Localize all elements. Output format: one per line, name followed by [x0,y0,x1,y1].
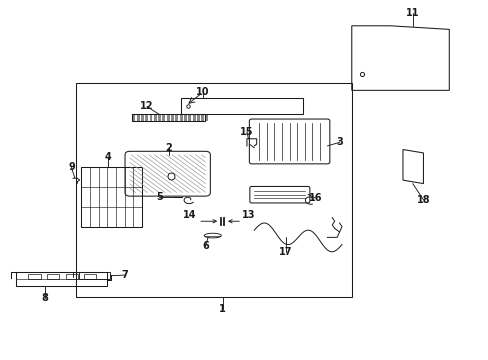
Bar [181,98,303,114]
Text: 1: 1 [219,304,225,314]
Bar [16,272,106,286]
Text: 9: 9 [68,162,75,172]
Polygon shape [154,114,157,121]
Polygon shape [183,114,186,121]
Text: 18: 18 [416,195,429,205]
Text: 4: 4 [104,152,111,162]
Polygon shape [132,114,135,121]
Text: 6: 6 [202,241,208,251]
Polygon shape [171,114,174,121]
Text: 12: 12 [140,102,153,112]
Text: 3: 3 [336,138,342,147]
Bar [81,167,142,226]
Polygon shape [201,114,203,121]
Polygon shape [175,114,178,121]
Polygon shape [166,114,169,121]
Polygon shape [179,114,182,121]
Bar [28,274,41,279]
Bar [84,274,96,279]
Text: 5: 5 [156,192,162,202]
Polygon shape [141,114,143,121]
Text: 13: 13 [241,210,255,220]
Bar [65,274,78,279]
Polygon shape [188,114,191,121]
Bar [47,274,59,279]
Text: 17: 17 [279,247,292,257]
Text: 2: 2 [165,143,172,153]
Polygon shape [149,114,152,121]
Polygon shape [145,114,148,121]
Polygon shape [136,114,139,121]
Text: 10: 10 [196,87,209,97]
Bar [132,114,205,121]
Text: 7: 7 [122,270,128,280]
Polygon shape [158,114,161,121]
Text: 8: 8 [41,293,48,303]
Bar [79,272,110,279]
Polygon shape [197,114,200,121]
Polygon shape [205,114,208,121]
Polygon shape [162,114,165,121]
Text: 15: 15 [240,127,253,136]
Text: 11: 11 [405,8,419,18]
Text: 16: 16 [308,193,321,203]
Text: 14: 14 [183,210,196,220]
Polygon shape [192,114,195,121]
